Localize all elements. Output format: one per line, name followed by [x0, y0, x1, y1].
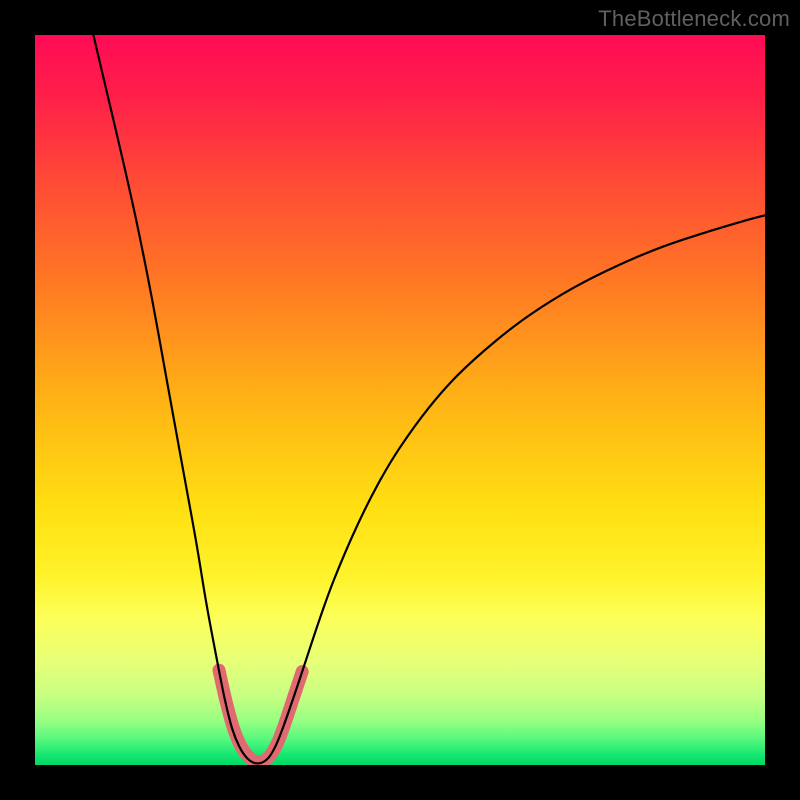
plot-area [35, 35, 765, 765]
chart-stage: TheBottleneck.com [0, 0, 800, 800]
plot-background [35, 35, 765, 765]
plot-svg [35, 35, 765, 765]
watermark-text: TheBottleneck.com [598, 6, 790, 32]
